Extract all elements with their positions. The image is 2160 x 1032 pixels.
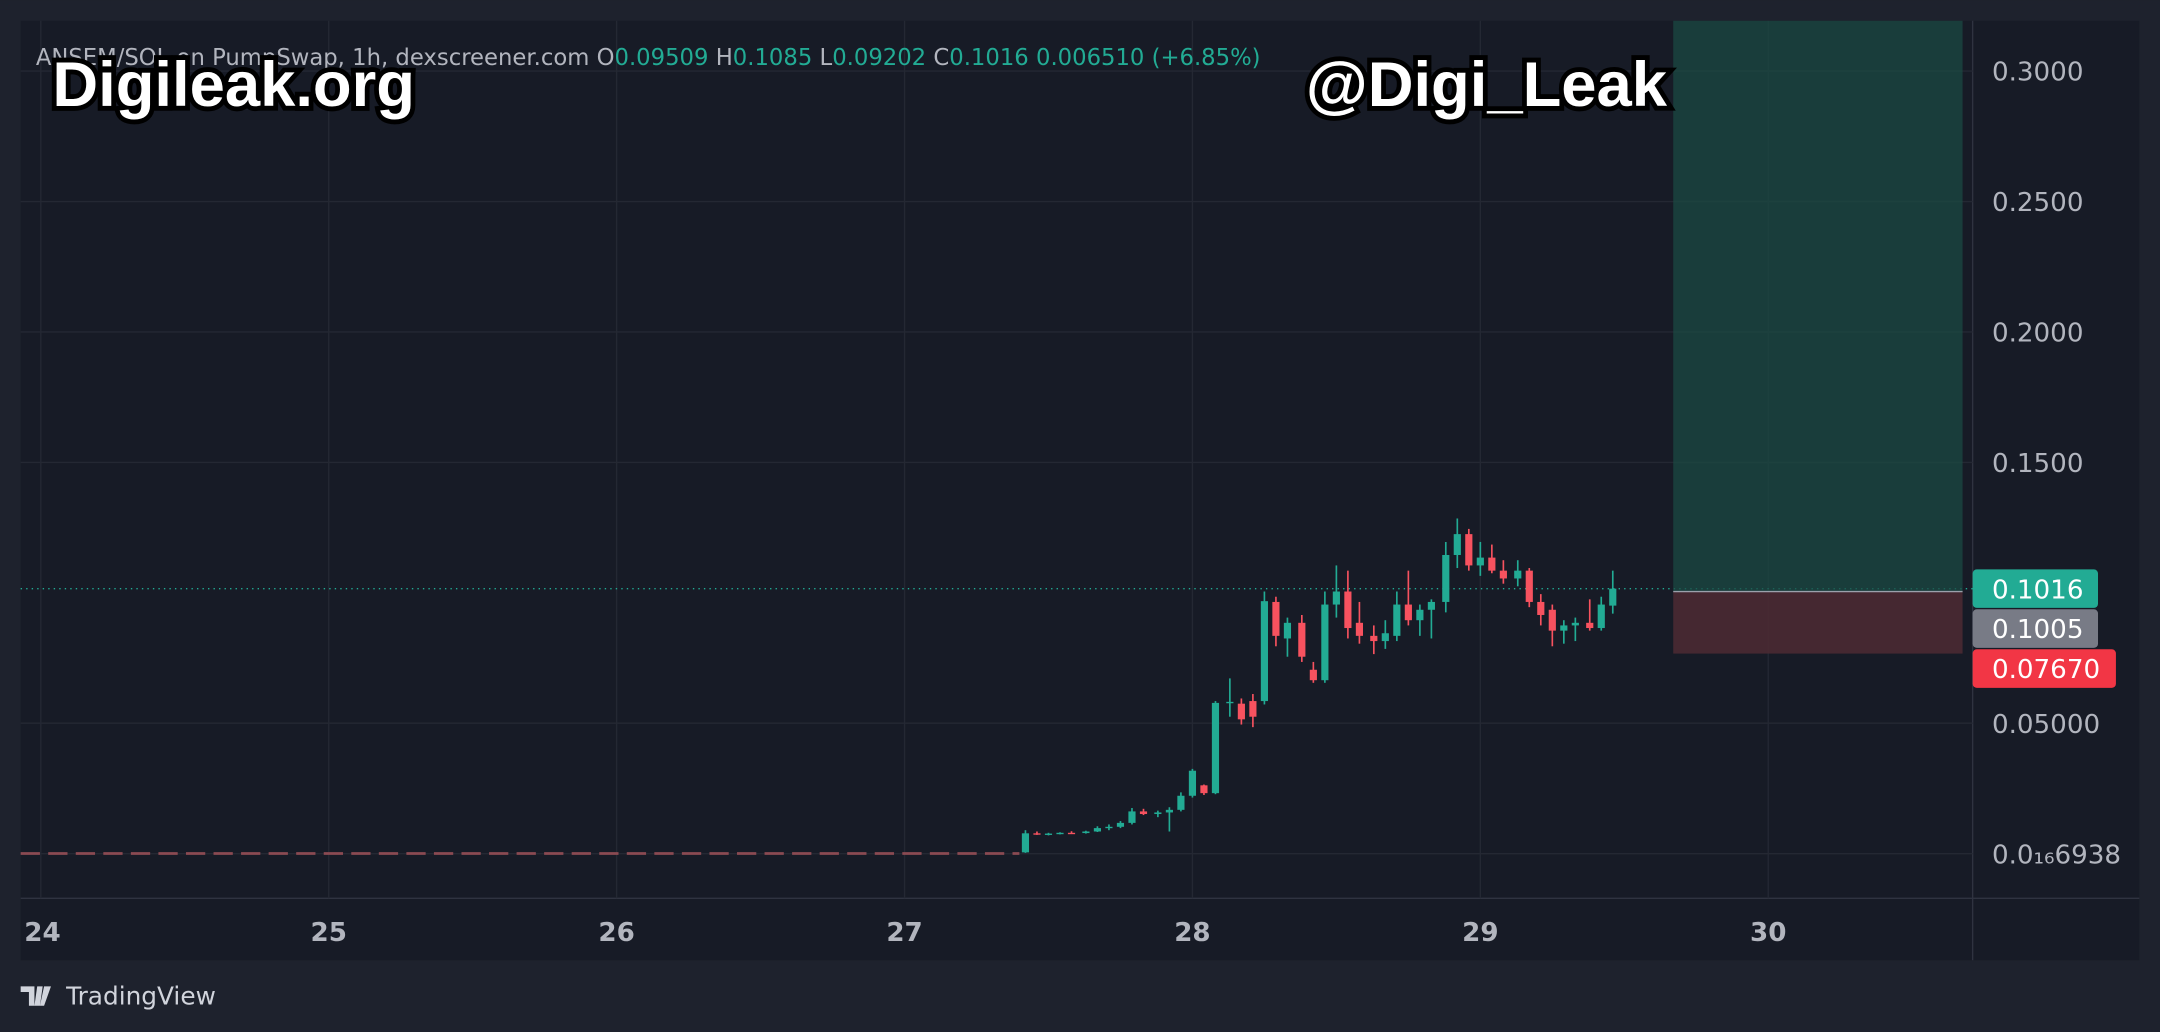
candle-body — [1344, 591, 1352, 629]
l-label: L — [820, 45, 833, 71]
candle-body — [1105, 826, 1113, 829]
candles — [1021, 518, 1617, 853]
candle-body — [1033, 833, 1041, 835]
candle-body — [1237, 703, 1245, 720]
brand: TradingView — [65, 981, 216, 1010]
h-label: H — [716, 45, 733, 71]
x-tick-label: 24 — [24, 918, 60, 948]
x-tick-label: 30 — [1750, 918, 1786, 948]
candle-body — [1093, 828, 1102, 832]
candle-body — [1442, 554, 1450, 602]
y-tick-label: 0.3000 — [1992, 58, 2084, 88]
candle-body — [1139, 811, 1148, 815]
y-tick-label: 0.2000 — [1992, 319, 2084, 349]
candle-body — [1044, 833, 1053, 835]
watermark: Digileak.org — [52, 50, 415, 120]
candle-body — [1488, 557, 1496, 571]
candle-body — [1465, 534, 1473, 566]
price-label-bg — [1972, 649, 2116, 688]
price-label-bg — [1972, 569, 2099, 608]
candle-body — [1453, 534, 1461, 555]
candle-body — [1537, 601, 1545, 615]
candle-body — [1514, 570, 1522, 579]
candle-body — [1370, 635, 1378, 642]
candle-body — [1355, 622, 1363, 636]
axes: 0.0₁₆6938 0.05000 0.1500 0.2000 0.2500 0.3000… — [24, 58, 2121, 948]
c-label: C — [933, 45, 949, 71]
candle-body — [1298, 622, 1306, 657]
candle-body — [1165, 809, 1173, 813]
candle-body — [1249, 701, 1257, 717]
candle-body — [1200, 785, 1208, 794]
symbol: ANSEM/SOL on PumpSwap, 1h, dexscreener.c… — [36, 45, 590, 71]
candle-body — [1332, 591, 1340, 605]
change: 0.006510 (+6.85%) — [1036, 45, 1261, 71]
candle-body — [1226, 701, 1234, 704]
h-value: 0.1085 — [733, 45, 813, 71]
x-tick-label: 25 — [311, 918, 347, 948]
candle-body — [1427, 601, 1435, 610]
c-value: 0.1016 — [949, 45, 1029, 71]
candle-body — [1586, 622, 1594, 629]
candle-body — [1609, 588, 1617, 606]
candle-body — [1499, 570, 1507, 579]
candle-body — [1560, 625, 1568, 631]
candle-body — [1548, 609, 1556, 631]
position-tool — [1673, 20, 1963, 654]
o-label: O — [597, 45, 615, 71]
candle-body — [1260, 601, 1268, 702]
target-zone — [1673, 20, 1963, 592]
candle-body — [1476, 557, 1484, 566]
candle-body — [1272, 601, 1280, 636]
y-tick-label: 0.2500 — [1992, 188, 2084, 218]
x-tick-label: 27 — [886, 918, 922, 948]
candle-body — [1393, 604, 1401, 636]
candle-body — [1188, 770, 1197, 796]
stop-zone — [1673, 591, 1963, 654]
candle-body — [1056, 832, 1064, 835]
o-value: 0.09509 — [615, 45, 709, 71]
candle-body — [1525, 570, 1533, 602]
candle-body — [1128, 811, 1136, 823]
candle-body — [1309, 669, 1317, 681]
y-tick-label: 0.1500 — [1992, 449, 2084, 479]
price-label: 0.1005 — [1992, 615, 2084, 645]
price-label: 0.07670 — [1992, 655, 2100, 685]
candle-body — [1283, 622, 1292, 639]
candle-body — [1082, 831, 1090, 834]
candle-body — [1381, 633, 1389, 642]
y-tick-label: 0.0₁₆6938 — [1992, 840, 2121, 870]
candle-body — [1571, 622, 1579, 626]
watermark: @Digi_Leak — [1306, 50, 1668, 120]
candle-body — [1067, 832, 1076, 835]
candle-body — [1154, 812, 1162, 815]
price-label: 0.1016 — [1992, 575, 2084, 605]
x-tick-label: 26 — [598, 918, 634, 948]
candle-body — [1321, 604, 1329, 681]
candle-body — [1597, 604, 1605, 629]
price-label-bg — [1972, 609, 2099, 648]
l-value: 0.09202 — [832, 45, 926, 71]
candle-body — [1021, 833, 1030, 853]
x-tick-label: 28 — [1174, 918, 1210, 948]
legend: ANSEM/SOL on PumpSwap, 1h, dexscreener.c… — [36, 45, 1261, 71]
candle-body — [1416, 609, 1424, 621]
grid — [20, 20, 1973, 899]
candle-body — [1404, 604, 1412, 621]
candle-body — [1211, 702, 1220, 794]
y-tick-label: 0.05000 — [1992, 710, 2100, 740]
candle-body — [1116, 822, 1125, 827]
candle-body — [1177, 795, 1185, 810]
tradingview-logo: TradingView — [20, 981, 216, 1010]
x-tick-label: 29 — [1462, 918, 1498, 948]
